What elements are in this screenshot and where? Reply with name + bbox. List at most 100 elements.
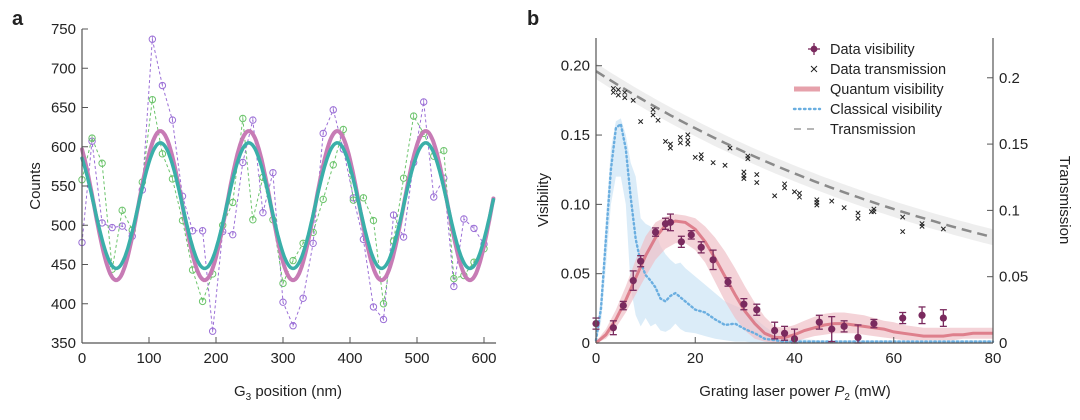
x-tick-label: 0 <box>592 350 600 367</box>
cross-stroke <box>782 185 788 191</box>
xlabel-italic: P <box>834 383 844 400</box>
transmission-point <box>871 209 877 215</box>
cross-stroke <box>900 214 906 220</box>
cross-stroke <box>650 112 656 118</box>
y2-tick-label: 0.1 <box>999 202 1020 219</box>
legend-label: Data visibility <box>830 42 915 58</box>
y-tick-label: 550 <box>51 178 76 195</box>
panel-b-transmission-data <box>610 85 946 235</box>
cross-stroke <box>667 141 673 147</box>
legend-label: Quantum visibility <box>830 82 944 98</box>
transmission-point <box>685 132 691 138</box>
transmission-point <box>745 156 751 162</box>
legend-cross-icon <box>810 65 818 73</box>
cross-stroke <box>610 85 616 91</box>
cross-stroke <box>630 97 636 103</box>
visibility-marker <box>840 322 848 330</box>
transmission-point <box>814 202 820 208</box>
visibility-point <box>609 320 617 336</box>
cross-stroke <box>710 160 716 166</box>
y2-tick-label: 0.05 <box>999 269 1028 286</box>
transmission-point <box>677 140 683 146</box>
transmission-point <box>829 198 835 204</box>
legend-item: Transmission <box>794 122 916 138</box>
visibility-marker <box>780 329 789 337</box>
y-tick-label: 450 <box>51 257 76 274</box>
panel-b-visibility-data <box>592 213 947 344</box>
panel-a: a 350 400 450 500 550 600 650 700 750 0 100 200 300 4… <box>12 8 497 403</box>
legend-item: Classical visibility <box>792 102 943 118</box>
y2-tick-label: 0.15 <box>999 136 1028 153</box>
fit-curve <box>80 129 496 283</box>
visibility-point <box>687 230 695 240</box>
cross-stroke <box>754 179 760 186</box>
xlabel-main: Grating laser power <box>699 383 834 400</box>
cross-stroke <box>741 169 747 175</box>
visibility-point <box>651 227 660 237</box>
panel-b-y2label: Transmission <box>1056 156 1073 245</box>
transmission-point <box>796 194 803 200</box>
visibility-marker <box>918 311 926 319</box>
transmission-point <box>782 185 788 191</box>
y-tick-label: 0.10 <box>561 196 590 213</box>
y2-tick-label: 0 <box>999 335 1007 352</box>
panel-a-axes: 350 400 450 500 550 600 650 700 750 0 100 200 300 400… <box>51 21 497 367</box>
cross-stroke <box>615 92 621 98</box>
x-tick-label: 400 <box>337 350 362 367</box>
y-tick-label: 700 <box>51 60 76 77</box>
transmission-point <box>782 181 788 187</box>
transmission-point <box>610 85 616 91</box>
transmission-point <box>622 89 628 95</box>
data-point <box>198 297 207 306</box>
visibility-point <box>780 325 789 341</box>
transmission-point <box>667 141 673 147</box>
transmission-point <box>615 92 621 98</box>
transmission-point <box>710 160 716 166</box>
cross-stroke <box>698 152 704 158</box>
cross-stroke <box>796 190 803 196</box>
cross-stroke <box>615 87 621 93</box>
panel-a-label: a <box>12 8 24 30</box>
cross-stroke <box>698 156 704 162</box>
cross-stroke <box>940 226 946 232</box>
cross-stroke <box>796 194 803 200</box>
y-tick-label: 0.15 <box>561 127 590 144</box>
cross-stroke <box>741 176 747 182</box>
transmission-point <box>841 205 847 211</box>
y-tick-label: 650 <box>51 100 76 117</box>
cross-stroke <box>685 132 691 138</box>
transmission-point <box>796 190 803 196</box>
visibility-point <box>629 270 637 291</box>
cross-stroke <box>622 89 628 95</box>
x-tick-label: 60 <box>885 350 902 367</box>
cross-stroke <box>622 95 628 101</box>
visibility-marker <box>771 326 779 335</box>
transmission-point <box>638 118 644 125</box>
visibility-marker <box>609 324 617 332</box>
cross-stroke <box>829 198 835 204</box>
visibility-point <box>939 309 947 328</box>
cross-stroke <box>722 162 728 168</box>
legend-label: Data transmission <box>830 62 946 78</box>
transmission-point <box>615 87 621 93</box>
panel-a-fits <box>80 129 496 283</box>
visibility-point <box>637 255 645 268</box>
y-tick-label: 400 <box>51 296 76 313</box>
transmission-point <box>855 210 861 216</box>
transmission-point <box>727 145 733 151</box>
cross-stroke <box>855 215 861 221</box>
visibility-marker <box>815 318 823 326</box>
transmission-point <box>919 223 925 229</box>
xlabel-rest: position (nm) <box>251 383 342 400</box>
cross-stroke <box>782 181 788 187</box>
visibility-marker <box>637 257 645 265</box>
cross-stroke <box>841 205 847 211</box>
transmission-point <box>940 226 946 232</box>
visibility-point <box>724 277 732 287</box>
cross-stroke <box>677 134 683 141</box>
visibility-marker <box>687 231 695 239</box>
xlabel-sub: 3 <box>246 392 252 403</box>
cross-stroke <box>650 107 656 113</box>
x-tick-label: 300 <box>270 350 295 367</box>
